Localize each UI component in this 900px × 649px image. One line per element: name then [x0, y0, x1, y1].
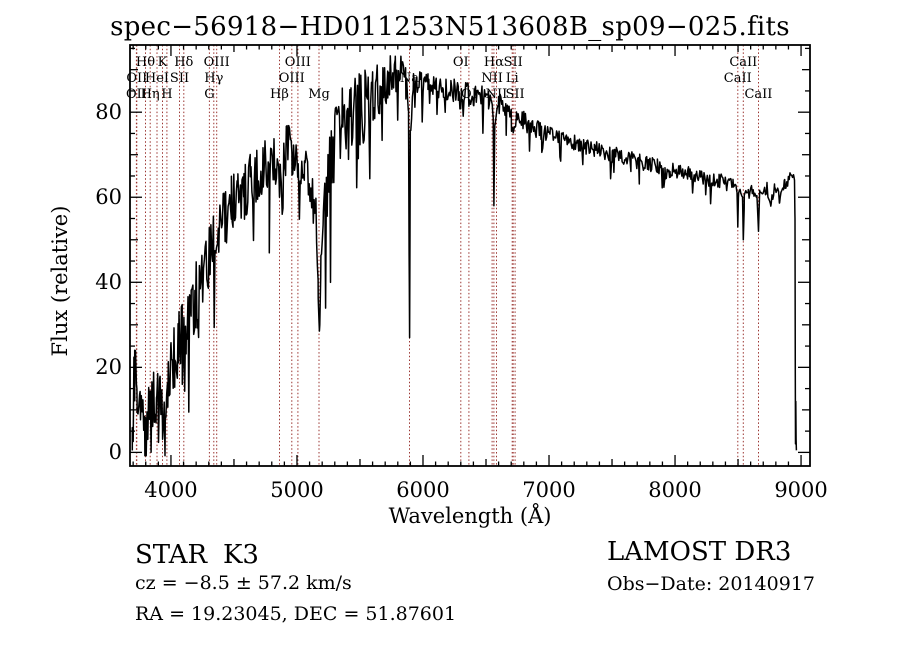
spectral-marker-lines: [135, 45, 759, 466]
line-label: NII: [485, 87, 508, 102]
line-label: OII: [125, 87, 147, 102]
line-label: Mg: [308, 87, 330, 102]
obsdate-label: Obs−Date: 20140917: [607, 573, 815, 595]
line-label: HeI: [144, 71, 170, 86]
x-tick-label: 6000: [396, 478, 450, 502]
classification-label: STAR: [135, 540, 208, 570]
line-label: K: [157, 55, 168, 70]
x-axis-label: Wavelength (Å): [388, 504, 552, 528]
x-tick-label: 5000: [270, 478, 324, 502]
line-label: CaII: [723, 71, 752, 86]
y-tick-label: 0: [108, 440, 122, 465]
cz-label: cz = −8.5 ± 57.2 km/s: [135, 572, 352, 594]
line-label: Hγ: [204, 71, 224, 86]
line-label: OI: [452, 55, 469, 70]
line-label: OIII: [284, 55, 311, 70]
line-label: Li: [505, 71, 519, 86]
line-label: CaII: [744, 87, 773, 102]
line-label: CaII: [729, 55, 758, 70]
x-tick-label: 4000: [144, 478, 198, 502]
spectrum-trace: [131, 55, 798, 457]
line-label: G: [204, 87, 215, 102]
radec-label: RA = 19.23045, DEC = 51.87601: [135, 603, 457, 625]
subclass-label: K3: [223, 540, 259, 570]
plot-title: spec−56918−HD011253N513608B_sp09−025.fit…: [110, 12, 790, 42]
line-label: Hη: [140, 87, 160, 102]
axis-ticks: [130, 45, 810, 466]
y-tick-label: 60: [95, 185, 122, 210]
line-label: SII: [503, 55, 523, 70]
line-label: OI: [460, 87, 477, 102]
line-label: Hδ: [174, 55, 194, 70]
line-label: Na: [399, 71, 420, 86]
line-label: OII: [126, 71, 148, 86]
survey-label: LAMOST DR3: [607, 537, 792, 567]
x-tick-label: 7000: [522, 478, 576, 502]
y-tick-label: 40: [95, 270, 122, 295]
y-axis-label: Flux (relative): [48, 205, 72, 357]
line-label: H: [161, 87, 173, 102]
line-label: Hθ: [135, 55, 156, 70]
line-label: SII: [169, 71, 190, 86]
plot-frame: [129, 44, 811, 467]
line-label: OIII: [203, 55, 230, 70]
line-label: Hα: [483, 55, 504, 70]
line-label: Hβ: [270, 87, 289, 102]
x-tick-label: 8000: [648, 478, 702, 502]
y-tick-label: 20: [95, 355, 122, 380]
line-label: NII: [481, 71, 503, 86]
line-label: SII: [505, 87, 525, 102]
x-tick-label: 9000: [774, 478, 828, 502]
line-label: OIII: [278, 71, 305, 86]
y-tick-label: 80: [95, 100, 122, 125]
